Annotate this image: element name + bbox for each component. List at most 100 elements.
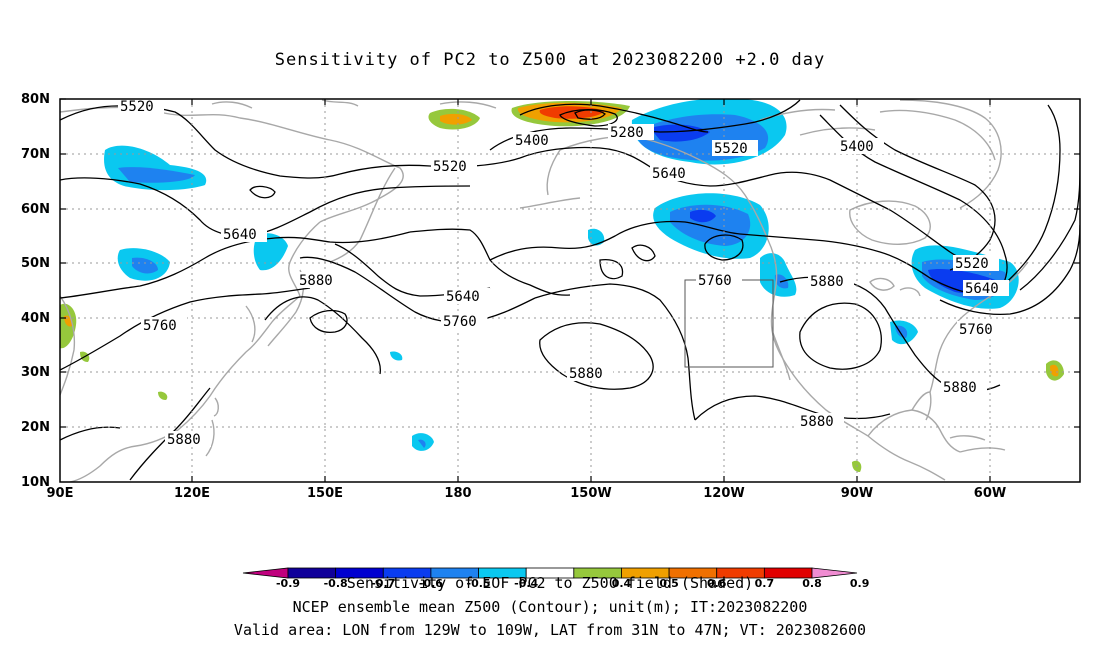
- contour-5400-east: [839, 104, 996, 271]
- contour-5760-center: [534, 258, 696, 421]
- shade-patch-alaska-south-core: [690, 209, 716, 223]
- contour-label: 5400: [840, 139, 874, 155]
- contour-5880-west: [60, 287, 311, 371]
- lat-label: 20N: [21, 420, 50, 435]
- sensitivity-shading: [60, 99, 1064, 472]
- contour-5520-center: [519, 146, 999, 267]
- coastline-na-east: [929, 261, 1029, 393]
- contour-label: 5640: [223, 227, 257, 243]
- contour-label: 5400: [515, 133, 549, 149]
- coastline-kamchatka: [329, 167, 396, 263]
- shade-patch-siberia-inner: [118, 167, 195, 183]
- contour-label: 5640: [965, 281, 999, 297]
- colorbar-segments: [242, 567, 858, 579]
- colorbar-tick-label: -0.4: [514, 577, 539, 590]
- coastline-na-west: [767, 239, 869, 437]
- contour-5520-ring-1: [249, 185, 276, 199]
- colorbar-tick-label: -0.8: [323, 577, 348, 590]
- contour-5760-west: [60, 231, 411, 299]
- coastline-okhotsk: [288, 221, 321, 297]
- contour-5160-core: [574, 109, 606, 120]
- contour-5760-east: [939, 224, 1080, 316]
- colorbar-tick-label: -0.9: [275, 577, 301, 590]
- lat-label: 50N: [21, 256, 50, 271]
- lat-label: 60N: [21, 202, 50, 217]
- contour-label: 5880: [569, 366, 603, 382]
- coastline-caribbean: [949, 435, 1006, 453]
- contour-5760-ring-2: [631, 244, 656, 262]
- lon-label: 90W: [840, 486, 874, 501]
- lat-label: 80N: [21, 92, 50, 107]
- contour-label: 5520: [955, 256, 989, 272]
- coastline-india: [60, 295, 76, 396]
- lon-label: 150W: [570, 486, 612, 501]
- colorbar-tick-label: -0.5: [466, 577, 491, 590]
- coastline-philippines: [205, 419, 215, 457]
- shade-patch-atlantic-orange: [1050, 364, 1059, 377]
- caption-valid-area: Valid area: LON from 129W to 109W, LAT f…: [233, 621, 867, 639]
- shade-patch-japan: [253, 233, 288, 271]
- lat-label: 40N: [21, 311, 50, 326]
- coastline-greenland: [899, 99, 1002, 209]
- coastline-korea: [245, 305, 256, 343]
- coastline-aleutians: [519, 149, 581, 209]
- coastline-asia-east: [177, 295, 301, 431]
- contour-label: 5880: [810, 274, 844, 290]
- contour-5400-north: [489, 99, 801, 151]
- colorbar-tick-label: 0.7: [754, 577, 775, 590]
- colorbar-tick-label: -0.7: [371, 577, 396, 590]
- shade-patch-small-4: [158, 391, 168, 400]
- contour-label: 5640: [446, 289, 480, 305]
- lon-label: 60W: [973, 486, 1007, 501]
- contour-label: 5880: [299, 273, 333, 289]
- colorbar-tick-label: -0.6: [418, 577, 443, 590]
- contour-label: 5520: [433, 159, 467, 175]
- lat-label: 10N: [21, 475, 50, 490]
- caption-contour: NCEP ensemble mean Z500 (Contour); unit(…: [292, 598, 808, 616]
- coastline-gulf: [867, 409, 961, 453]
- coastline-canadian-arctic: [759, 108, 996, 161]
- axis-ticks: [60, 98, 1080, 482]
- shade-patch-mongolia-inner: [132, 257, 158, 274]
- colorbar-tick-label: 0.5: [659, 577, 679, 590]
- coastline-baja: [771, 329, 791, 381]
- coastline-hudson-bay: [849, 200, 931, 245]
- contour-label: 5760: [443, 314, 477, 330]
- colorbar-tick-label: 0.6: [706, 577, 727, 590]
- coastline-central-america: [867, 435, 946, 481]
- lat-label: 70N: [21, 147, 50, 162]
- shade-patch-plains: [588, 228, 605, 246]
- contour-label: 5760: [698, 273, 732, 289]
- lon-label: 150E: [306, 486, 344, 501]
- coastline-taiwan: [213, 397, 219, 417]
- colorbar-extend-high: [811, 567, 858, 579]
- shade-patch-arctic-orange: [440, 113, 472, 125]
- contour-label: 5880: [800, 414, 834, 430]
- contour-label: 5760: [959, 322, 993, 338]
- gridlines: [60, 99, 1080, 482]
- coastline-great-lakes: [869, 277, 921, 297]
- contour-label: 5880: [167, 432, 201, 448]
- colorbar-tick-label: 0.9: [849, 577, 870, 590]
- contour-5880-mid: [264, 296, 381, 375]
- contour-5760-mid: [299, 256, 536, 324]
- lon-label: 180: [444, 486, 472, 501]
- shade-patch-small-1: [390, 351, 403, 361]
- colorbar-tick-label: 0.8: [802, 577, 822, 590]
- contour-label: 5520: [714, 141, 748, 157]
- colorbar-tick-label: 0.4: [611, 577, 632, 590]
- lon-label: 90E: [46, 486, 74, 501]
- lon-label: 120W: [703, 486, 745, 501]
- shade-patch-pacific-inner: [418, 439, 426, 448]
- contour-5880-center: [539, 322, 654, 390]
- contour-5880-cell-east: [799, 302, 882, 370]
- shade-patch-beaufort-core: [650, 124, 710, 142]
- contour-label: 5640: [652, 166, 686, 182]
- coastline-china-south: [69, 429, 179, 482]
- lat-label: 30N: [21, 365, 50, 380]
- caption-shading: Sensitivity of EOF PC2 to Z500 field (Sh…: [346, 574, 754, 592]
- contour-label: 5520: [120, 99, 154, 115]
- map-title: Sensitivity of PC2 to Z500 at 2023082200…: [274, 50, 826, 70]
